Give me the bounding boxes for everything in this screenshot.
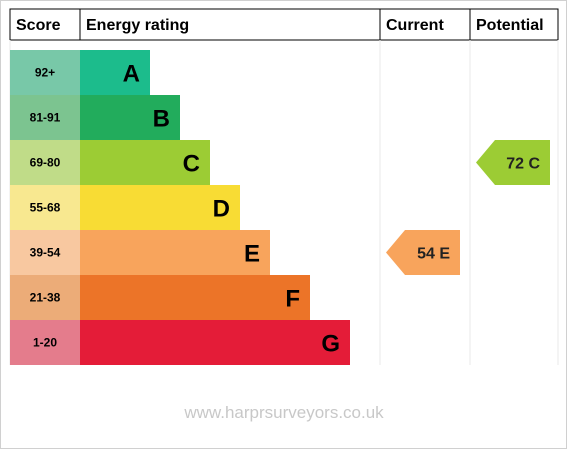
band-bar-c [80, 140, 210, 185]
band-letter-b: B [153, 106, 170, 133]
score-cell-c [10, 140, 80, 185]
band-letter-e: E [244, 241, 260, 268]
header-potential: Potential [476, 17, 544, 34]
band-bar-e [80, 230, 270, 275]
header-row: Score Energy rating Current Potential [9, 8, 559, 41]
band-letter-a: A [123, 61, 140, 88]
rating-bands: 92+ A 81-91 B 69-80 C 55-68 D 39-54 E 21-38 F 1-20 G [10, 50, 350, 365]
header-energy-rating: Energy rating [86, 17, 189, 34]
band-letter-f: F [285, 286, 300, 313]
score-range-c: 69-80 [30, 156, 61, 170]
potential-rating-label: 72 C [506, 156, 540, 173]
band-bar-g [80, 320, 350, 365]
score-range-g: 1-20 [33, 336, 57, 350]
header-current: Current [386, 17, 444, 34]
current-pointer [386, 230, 460, 275]
band-bar-d [80, 185, 240, 230]
score-cell-a [10, 50, 80, 95]
energy-rating-chart: Score Energy rating Current Potential 92… [9, 8, 559, 365]
current-rating-label: 54 E [417, 246, 450, 263]
score-range-d: 55-68 [30, 201, 61, 215]
score-range-b: 81-91 [30, 111, 61, 125]
score-range-f: 21-38 [30, 291, 61, 305]
score-cell-g [10, 320, 80, 365]
score-cell-e [10, 230, 80, 275]
score-range-e: 39-54 [30, 246, 61, 260]
band-letter-g: G [321, 331, 340, 358]
band-letter-c: C [183, 151, 200, 178]
score-cell-b [10, 95, 80, 140]
score-cell-f [10, 275, 80, 320]
band-bar-a [80, 50, 150, 95]
potential-pointer [476, 140, 550, 185]
band-bar-f [80, 275, 310, 320]
header-score: Score [16, 17, 61, 34]
score-range-a: 92+ [35, 66, 55, 80]
footer-website: www.harprsurveyors.co.uk [184, 403, 384, 422]
band-letter-d: D [213, 196, 230, 223]
score-cell-d [10, 185, 80, 230]
rating-pointers: 54 E 72 C [386, 140, 550, 275]
band-bar-b [80, 95, 180, 140]
